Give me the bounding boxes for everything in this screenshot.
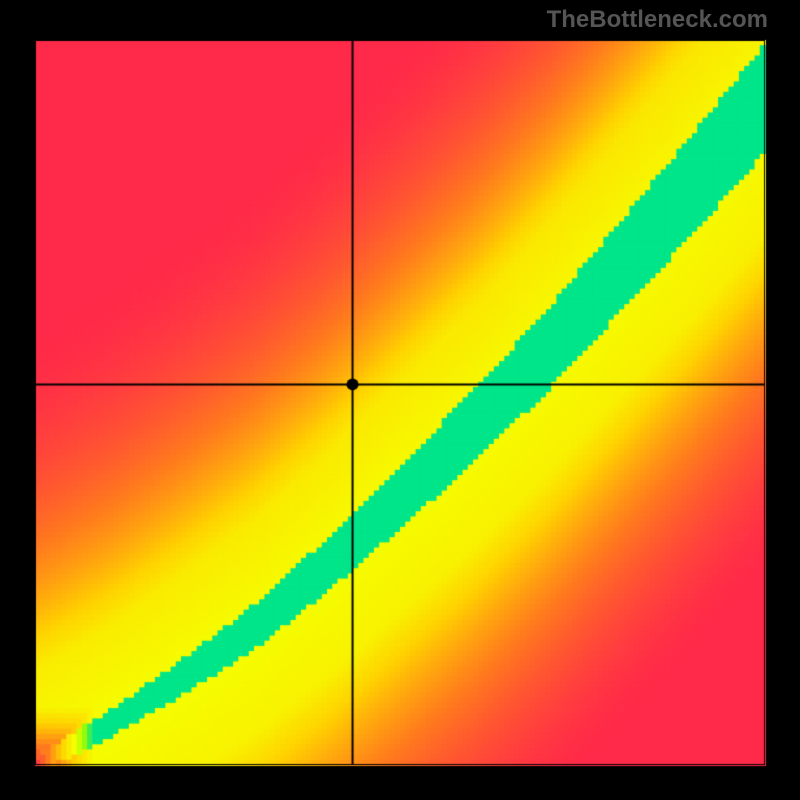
watermark-text: TheBottleneck.com (547, 6, 768, 34)
bottleneck-heatmap (0, 0, 800, 800)
chart-container: TheBottleneck.com (0, 0, 800, 800)
